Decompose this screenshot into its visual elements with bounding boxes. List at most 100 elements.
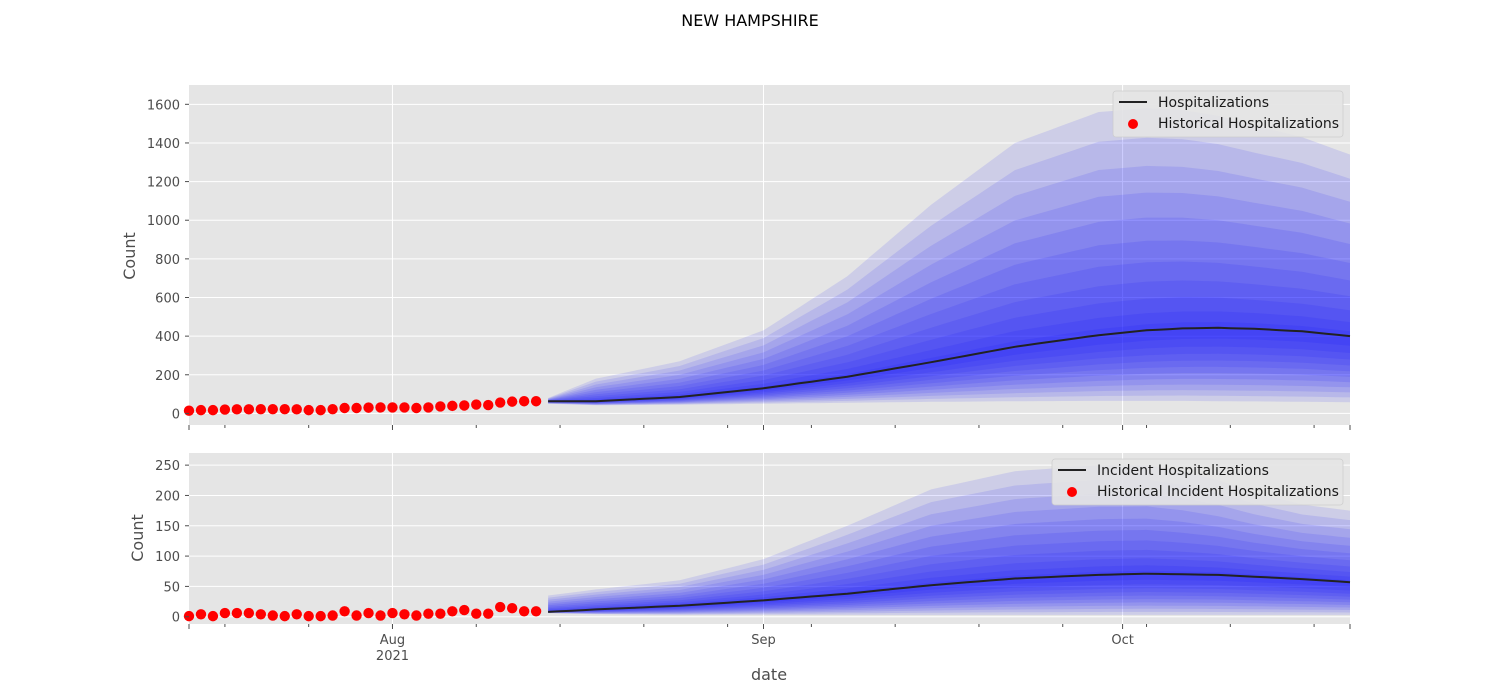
historical-point [279,610,290,622]
historical-point [471,399,482,410]
historical-points [183,396,542,416]
historical-point [423,608,434,619]
legend-label-series: Incident Hospitalizations [1097,463,1269,479]
x-axis-ticks [188,425,1351,430]
forecast-band [548,311,1350,403]
y-tick-label: 200 [155,369,180,384]
historical-point [483,399,494,411]
legend-box [1051,458,1344,506]
historical-point [483,608,494,619]
forecast-band [548,165,1350,405]
y-tick-label: 200 [155,489,180,504]
historical-point [459,604,470,616]
legend-label-historical: Historical Hospitalizations [1158,116,1339,132]
y-tick-label: 0 [172,611,180,626]
x-axis-label: date [751,665,787,684]
historical-point [411,610,422,621]
historical-point [399,609,410,620]
historical-point [518,396,530,407]
y-tick-label: 400 [155,330,180,345]
historical-point [387,402,398,413]
historical-point [435,608,446,619]
historical-points [183,601,542,622]
median-line [548,572,1351,613]
historical-point [303,610,314,622]
historical-point [243,404,255,415]
median-line [548,326,1351,403]
forecast-band [548,529,1350,613]
historical-point [339,606,350,617]
historical-point [243,607,255,619]
forecast-band [548,240,1350,404]
forecast-band [548,217,1350,405]
forecast-band [548,506,1350,614]
historical-point [207,404,219,416]
historical-point [339,402,350,414]
hospitalizations-panel: 0 200 400 600 800 1000 1200 1400 1600 Count Hosp… [120,85,1351,430]
forecast-band [548,558,1350,613]
historical-point [267,610,278,621]
historical-point [183,405,195,416]
historical-point [351,402,362,414]
forecast-band [548,540,1350,613]
historical-point [494,397,506,408]
panel-background [189,85,1350,425]
historical-point [291,404,302,415]
grid-lines [189,85,1350,425]
historical-point [327,610,338,621]
historical-point [411,402,422,414]
historical-point [195,404,207,416]
forecast-band [548,518,1350,613]
x-tick-sublabel: 2021 [376,649,409,664]
y-tick-label: 800 [155,253,180,268]
legend-point-swatch [1067,487,1077,497]
y-axis-label: Count [128,514,147,562]
y-tick-label: 250 [155,459,180,474]
forecast-band [548,280,1350,403]
historical-point [351,610,362,621]
historical-point [423,402,434,413]
legend-label-historical: Historical Incident Hospitalizations [1097,484,1339,500]
y-tick-label: 150 [155,520,180,535]
historical-point [399,402,410,413]
y-axis-label: Count [120,232,139,280]
incident-hospitalizations-panel: 0 50 100 150 200 250 Count Incident Hospitali… [128,453,1351,664]
y-tick-label: 1000 [147,214,180,229]
historical-point [195,609,207,620]
figure-title: NEW HAMPSHIRE [681,11,819,30]
historical-point [327,403,338,415]
historical-point [530,606,542,617]
historical-point [315,404,326,416]
y-tick-label: 1600 [147,98,180,113]
y-tick-label: 0 [172,407,180,422]
legend-box [1112,90,1344,138]
historical-point [231,404,243,415]
y-tick-label: 50 [163,580,180,595]
x-tick-label: Oct [1111,633,1133,648]
historical-point [207,610,219,622]
y-axis-ticks: 0 50 100 150 200 250 [155,459,189,626]
historical-point [315,610,326,622]
historical-point [279,403,290,415]
historical-point [506,603,518,614]
historical-point [530,396,542,407]
y-tick-label: 1200 [147,176,180,191]
forecast-band [548,493,1350,614]
x-tick-label: Sep [751,633,776,648]
historical-point [459,400,470,411]
historical-point [291,609,302,620]
forecast-band [548,549,1350,613]
x-axis-ticks [188,624,1351,629]
historical-point [183,610,195,622]
legend-point-swatch [1128,119,1138,129]
historical-point [255,609,267,620]
historical-point [447,606,458,617]
historical-point [375,610,386,621]
historical-point [375,402,386,413]
legend: Incident Hospitalizations Historical Inc… [1051,458,1344,506]
forecast-band [548,261,1350,404]
historical-point [219,607,231,619]
historical-point [494,601,506,613]
